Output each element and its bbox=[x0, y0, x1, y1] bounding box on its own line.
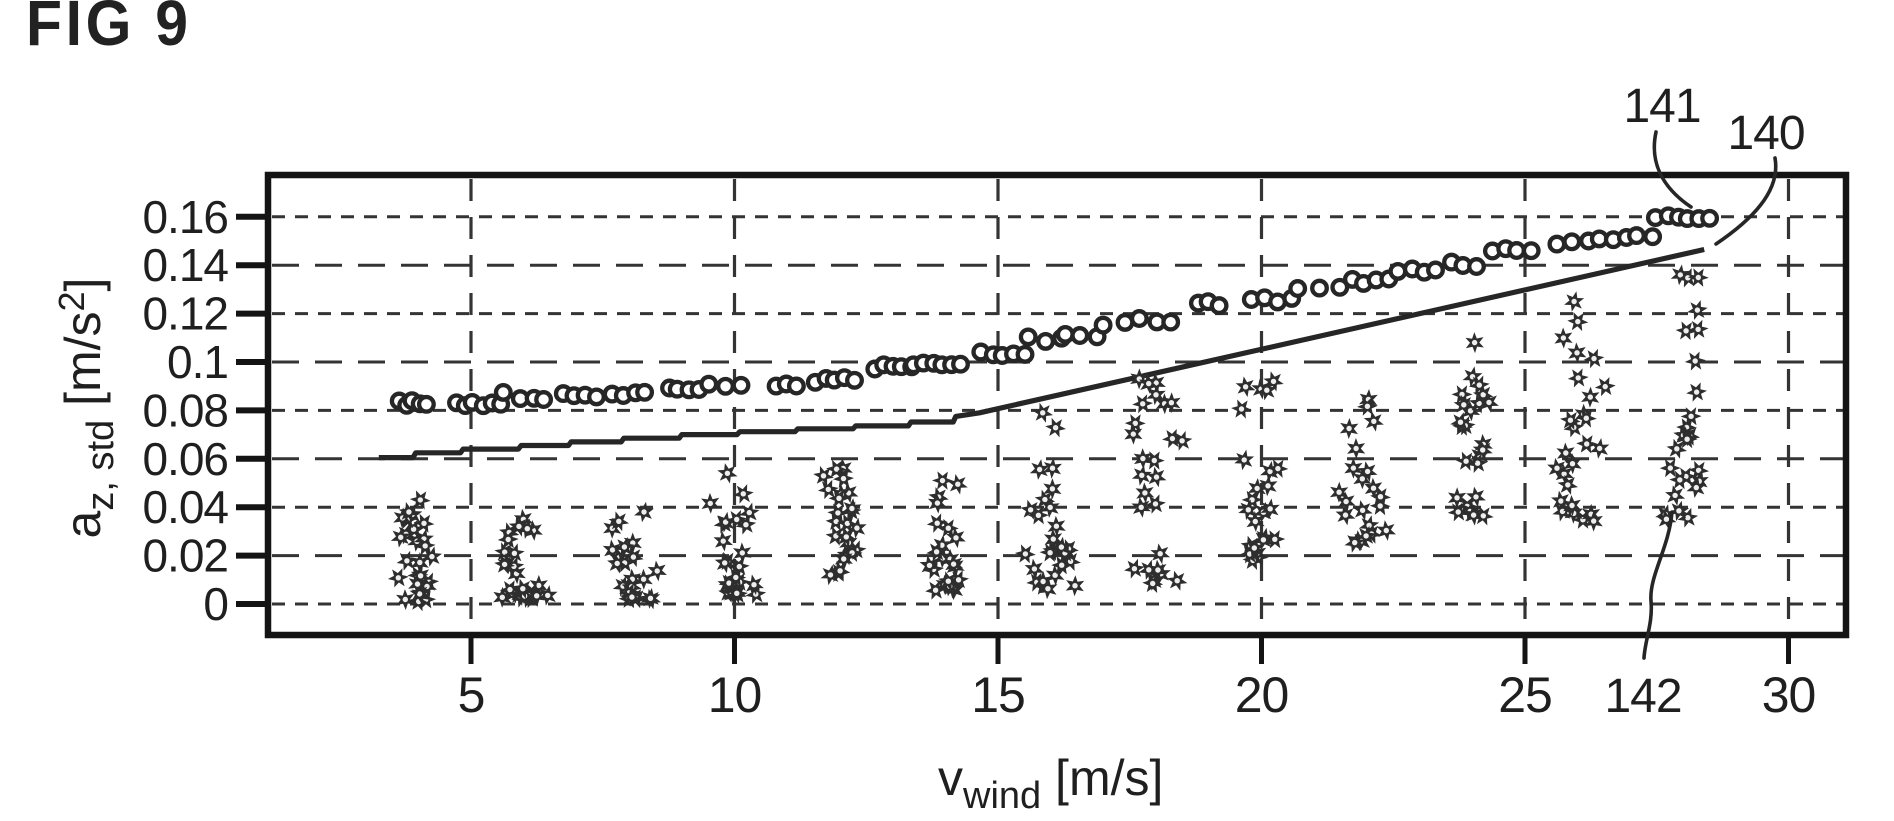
x-tick-label: 25 bbox=[1498, 667, 1552, 723]
y-tick-label: 0.1 bbox=[167, 336, 228, 388]
y-tick-label: 0.06 bbox=[142, 433, 228, 485]
series-stars-142 bbox=[387, 264, 1710, 612]
plot-data bbox=[378, 206, 1720, 612]
leader-line-141 bbox=[1652, 130, 1693, 209]
series-circles-141 bbox=[389, 206, 1720, 416]
annotation-label-141: 141 bbox=[1623, 80, 1700, 133]
x-tick-label: 30 bbox=[1762, 667, 1816, 723]
x-tick-label: 15 bbox=[971, 667, 1025, 723]
y-axis-title: az, std [m/s2] bbox=[51, 278, 122, 539]
svg-text:az, std [m/s2]: az, std [m/s2] bbox=[51, 278, 122, 539]
x-tick-labels: 5 10 15 20 25 30 bbox=[458, 667, 1817, 723]
x-tick-label: 20 bbox=[1235, 667, 1289, 723]
annotation-label-140: 140 bbox=[1727, 107, 1804, 160]
y-tick-label: 0.04 bbox=[142, 481, 228, 533]
series-line-140 bbox=[378, 246, 1705, 461]
plot-border bbox=[264, 171, 1850, 639]
y-tick-label: 0.02 bbox=[142, 530, 228, 582]
y-tick-label: 0.14 bbox=[142, 239, 228, 291]
x-axis-title: vwind [m/s] bbox=[938, 750, 1163, 817]
x-tick-label: 5 bbox=[458, 667, 485, 723]
y-tick-label: 0.16 bbox=[142, 191, 228, 243]
y-tick-label: 0.12 bbox=[142, 288, 228, 340]
annotation-label-142: 142 bbox=[1604, 670, 1681, 723]
leader-line-142 bbox=[1642, 510, 1674, 660]
figure-label: FIG 9 bbox=[26, 0, 192, 59]
leader-line-140 bbox=[1714, 156, 1778, 246]
axis-ticks bbox=[236, 213, 1791, 664]
y-tick-labels: 0.160.140.120.10.080.060.040.020 bbox=[142, 191, 229, 630]
y-tick-label: 0.08 bbox=[142, 384, 228, 436]
gridlines bbox=[272, 179, 1843, 632]
y-tick-label: 0 bbox=[203, 578, 228, 630]
x-tick-label: 10 bbox=[708, 667, 762, 723]
annotations: 141 140 142 bbox=[1604, 80, 1805, 723]
